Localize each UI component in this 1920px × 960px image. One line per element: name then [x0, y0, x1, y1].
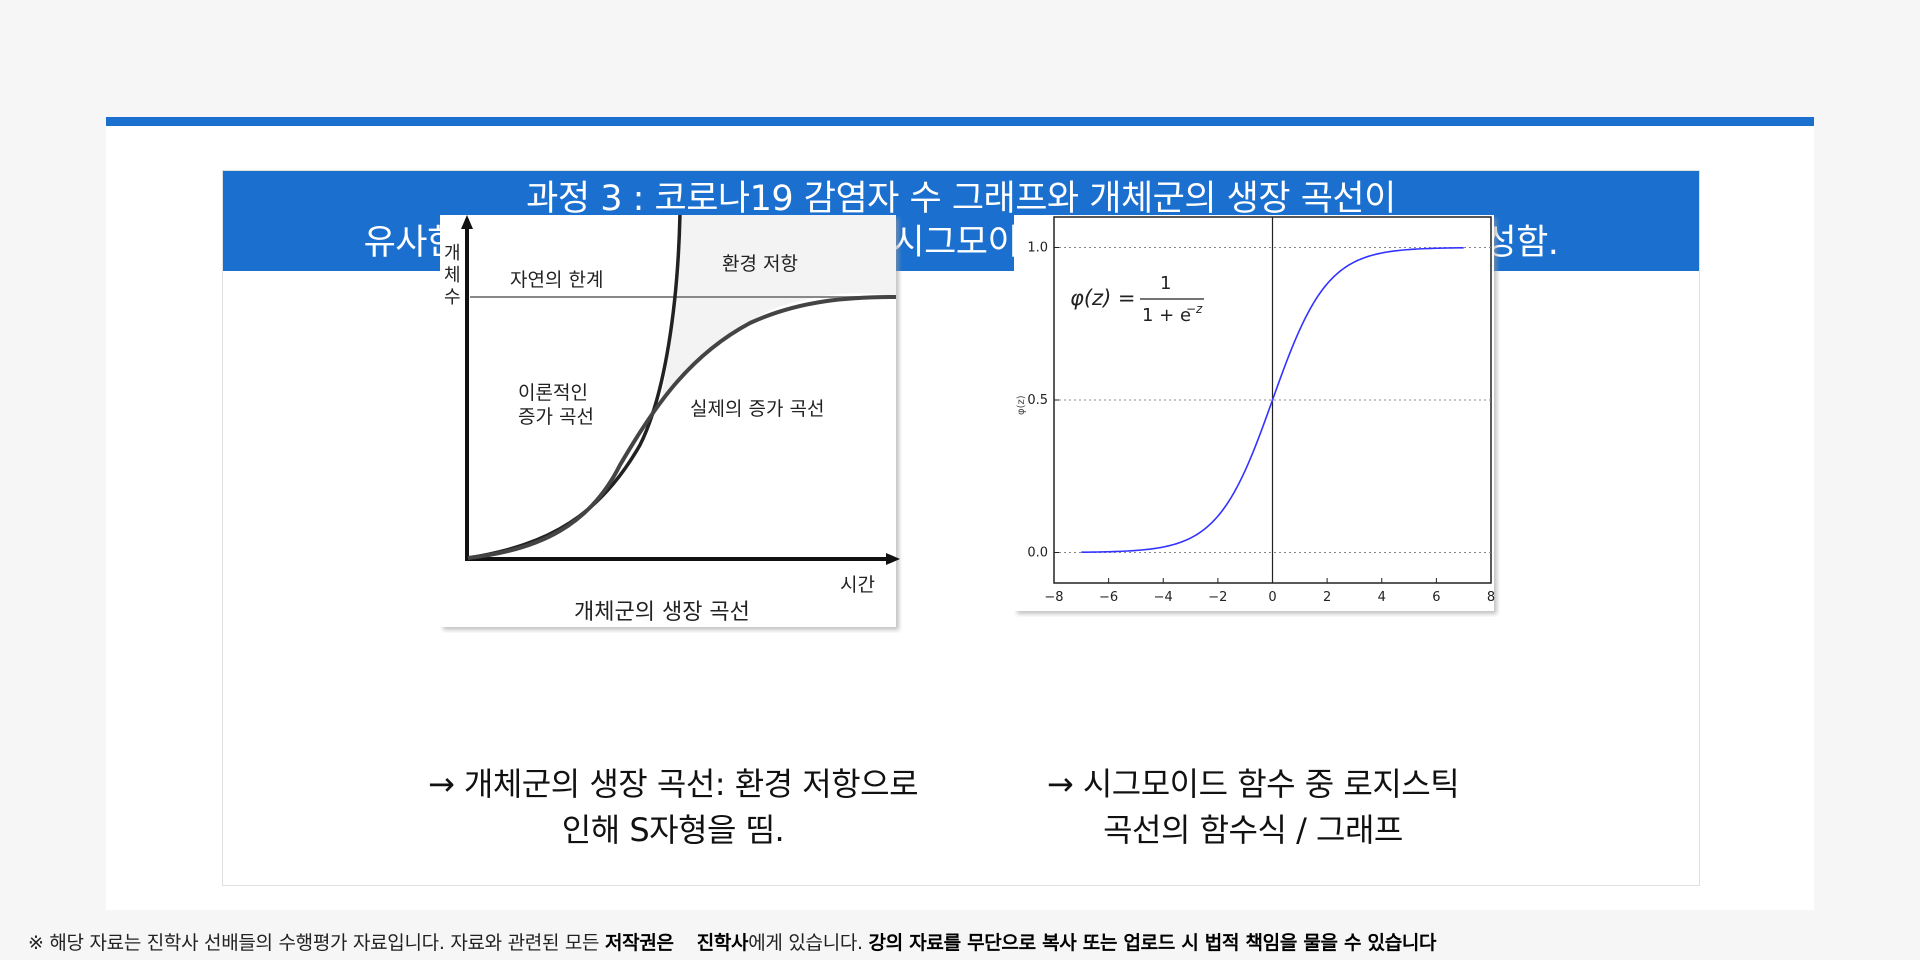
top-accent-bar: [106, 117, 1814, 126]
resistance-label: 환경 저항: [722, 253, 798, 275]
footer-bold-warning: 강의 자료를 무단으로 복사 또는 업로드 시 법적 책임을 물을 수 있습니다: [868, 932, 1437, 954]
formula-exponent: −z: [1186, 302, 1203, 316]
caption-left-line-2: 인해 S자형을 띰.: [561, 811, 785, 849]
resistance-area: [660, 215, 896, 405]
population-growth-figure: 개 체 수 자연의 한계 환경 저항 이론적인 증가 곡선 실제의 증가 곡선 …: [440, 215, 900, 627]
theoretical-curve: [467, 215, 682, 560]
y-label-char-3: 수: [444, 287, 461, 308]
actual-curve: [467, 295, 897, 560]
copyright-notice: ※ 해당 자료는 진학사 선배들의 수행평가 자료입니다. 자료와 관련된 모든…: [28, 928, 1437, 955]
formula-numerator: 1: [1160, 273, 1171, 294]
report-panel: 과정 3 : 코로나19 감염자 수 그래프와 개체군의 생장 곡선이 유사한 …: [222, 170, 1700, 886]
footer-text-1: ※ 해당 자료는 진학사 선배들의 수행평가 자료입니다. 자료와 관련된 모든: [28, 932, 605, 954]
header-line-1: 과정 3 : 코로나19 감염자 수 그래프와 개체군의 생장 곡선이: [526, 179, 1396, 219]
x-axis-arrow: [886, 553, 900, 565]
y-label-char-2: 체: [444, 265, 461, 286]
y-tick-label-2: 1.0: [1027, 241, 1048, 256]
y-axis-arrow: [461, 215, 473, 229]
y-axis-label: φ(z): [1016, 395, 1027, 415]
natural-limit-label: 자연의 한계: [510, 269, 603, 291]
figure-background: [1014, 215, 1494, 611]
x-axis-label: 시간: [840, 574, 875, 596]
theoretical-label-1: 이론적인: [518, 382, 588, 404]
formula-lhs: φ(z) =: [1070, 286, 1136, 310]
x-tick-label-8: 8: [1487, 590, 1495, 605]
y-tick-label-0: 0.0: [1027, 546, 1048, 561]
theoretical-label-2: 증가 곡선: [518, 406, 594, 428]
figure-caption: 개체군의 생장 곡선: [574, 600, 750, 625]
sigmoid-figure: −8 −6 −4 −2 0 2 4 6 8 0.0 0.5 1.0 φ(z) = 1 1 + e −z…: [1014, 215, 1495, 611]
actual-curve-label: 실제의 증가 곡선: [690, 398, 824, 420]
caption-right-line-1: → 시그모이드 함수 중 로지스틱: [1046, 765, 1460, 803]
x-tick-label-2: −4: [1154, 590, 1173, 605]
x-tick-label-5: 2: [1323, 590, 1331, 605]
footer-text-2: 에게 있습니다.: [748, 932, 869, 954]
x-tick-label-6: 4: [1378, 590, 1386, 605]
footer-bold-copyright: 저작권은: [604, 932, 674, 954]
caption-left: → 개체군의 생장 곡선: 환경 저항으로 인해 S자형을 띰.: [403, 761, 943, 853]
caption-right-line-2: 곡선의 함수식 / 그래프: [1103, 811, 1403, 849]
x-tick-label-7: 6: [1432, 590, 1440, 605]
caption-right: → 시그모이드 함수 중 로지스틱 곡선의 함수식 / 그래프: [983, 761, 1523, 853]
footer-bold-company: 진학사: [696, 932, 749, 954]
x-tick-label-1: −6: [1099, 590, 1118, 605]
x-tick-label-3: −2: [1208, 590, 1227, 605]
sigmoid-curve: [1081, 246, 1464, 554]
formula-denominator: 1 + e: [1142, 305, 1191, 326]
y-tick-label-1: 0.5: [1027, 393, 1048, 408]
x-tick-label-0: −8: [1044, 590, 1063, 605]
y-label-char-1: 개: [444, 243, 461, 264]
x-tick-label-4: 0: [1268, 590, 1276, 605]
caption-left-line-1: → 개체군의 생장 곡선: 환경 저항으로: [427, 765, 919, 803]
